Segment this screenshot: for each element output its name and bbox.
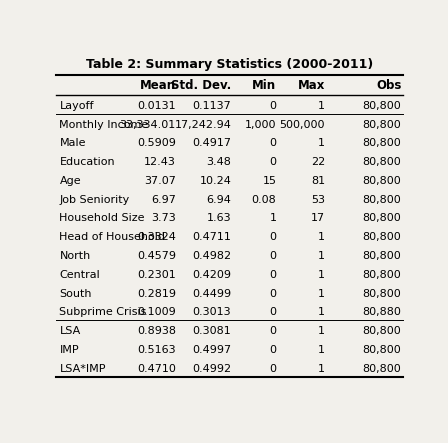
Text: 37.07: 37.07 (144, 176, 176, 186)
Text: 0: 0 (270, 101, 276, 111)
Text: 12.43: 12.43 (144, 157, 176, 167)
Text: 22: 22 (311, 157, 325, 167)
Text: Head of Household: Head of Household (60, 232, 165, 242)
Text: 1: 1 (318, 101, 325, 111)
Text: Layoff: Layoff (60, 101, 94, 111)
Text: 0.4499: 0.4499 (192, 288, 231, 299)
Text: Std. Dev.: Std. Dev. (171, 79, 231, 92)
Text: Subprime Crisis: Subprime Crisis (60, 307, 147, 317)
Text: Central: Central (60, 270, 100, 280)
Text: 1: 1 (318, 326, 325, 336)
Text: 1: 1 (318, 364, 325, 373)
Text: 3.48: 3.48 (207, 157, 231, 167)
Text: 1.63: 1.63 (207, 214, 231, 223)
Text: 0: 0 (270, 345, 276, 355)
Text: 15: 15 (263, 176, 276, 186)
Text: North: North (60, 251, 91, 261)
Text: 1: 1 (318, 138, 325, 148)
Text: 0.08: 0.08 (252, 195, 276, 205)
Text: 1: 1 (318, 288, 325, 299)
Text: 80,800: 80,800 (363, 345, 401, 355)
Text: 0.4710: 0.4710 (137, 364, 176, 373)
Text: 80,800: 80,800 (363, 364, 401, 373)
Text: Job Seniority: Job Seniority (60, 195, 130, 205)
Text: 81: 81 (311, 176, 325, 186)
Text: 0: 0 (270, 307, 276, 317)
Text: Education: Education (60, 157, 115, 167)
Text: 6.97: 6.97 (151, 195, 176, 205)
Text: 80,800: 80,800 (363, 138, 401, 148)
Text: 0: 0 (270, 251, 276, 261)
Text: 0: 0 (270, 138, 276, 148)
Text: 80,800: 80,800 (363, 326, 401, 336)
Text: 80,800: 80,800 (363, 176, 401, 186)
Text: 0: 0 (270, 288, 276, 299)
Text: Table 2: Summary Statistics (2000-2011): Table 2: Summary Statistics (2000-2011) (86, 58, 373, 71)
Text: 80,800: 80,800 (363, 288, 401, 299)
Text: 33,334.01: 33,334.01 (120, 120, 176, 130)
Text: LSA: LSA (60, 326, 81, 336)
Text: 1: 1 (318, 232, 325, 242)
Text: 0.8938: 0.8938 (137, 326, 176, 336)
Text: Male: Male (60, 138, 86, 148)
Text: 80,800: 80,800 (363, 157, 401, 167)
Text: 1: 1 (270, 214, 276, 223)
Text: 1: 1 (318, 345, 325, 355)
Text: 0.2301: 0.2301 (137, 270, 176, 280)
Text: 10.24: 10.24 (199, 176, 231, 186)
Text: 0.0131: 0.0131 (137, 101, 176, 111)
Text: Age: Age (60, 176, 81, 186)
Text: 0: 0 (270, 157, 276, 167)
Text: 0.3013: 0.3013 (193, 307, 231, 317)
Text: Min: Min (252, 79, 276, 92)
Text: South: South (60, 288, 92, 299)
Text: 500,000: 500,000 (280, 120, 325, 130)
Text: 0.4982: 0.4982 (192, 251, 231, 261)
Text: 0.4579: 0.4579 (137, 251, 176, 261)
Text: Obs: Obs (376, 79, 401, 92)
Text: 53: 53 (311, 195, 325, 205)
Text: 0.5163: 0.5163 (137, 345, 176, 355)
Text: 80,800: 80,800 (363, 195, 401, 205)
Text: 80,800: 80,800 (363, 232, 401, 242)
Text: 0: 0 (270, 232, 276, 242)
Text: 80,800: 80,800 (363, 270, 401, 280)
Text: 0.4917: 0.4917 (192, 138, 231, 148)
Text: 0: 0 (270, 364, 276, 373)
Text: 0.1137: 0.1137 (193, 101, 231, 111)
Text: 80,880: 80,880 (362, 307, 401, 317)
Text: 17,242.94: 17,242.94 (174, 120, 231, 130)
Text: 0: 0 (270, 326, 276, 336)
Text: 1: 1 (318, 270, 325, 280)
Text: 0.4992: 0.4992 (192, 364, 231, 373)
Text: 80,800: 80,800 (363, 251, 401, 261)
Text: 80,800: 80,800 (363, 214, 401, 223)
Text: 80,800: 80,800 (363, 101, 401, 111)
Text: 1,000: 1,000 (245, 120, 276, 130)
Text: 6.94: 6.94 (207, 195, 231, 205)
Text: Max: Max (298, 79, 325, 92)
Text: 0.4711: 0.4711 (193, 232, 231, 242)
Text: 0.3324: 0.3324 (137, 232, 176, 242)
Text: LSA*IMP: LSA*IMP (60, 364, 106, 373)
Text: Monthly Income: Monthly Income (60, 120, 149, 130)
Text: IMP: IMP (60, 345, 79, 355)
Text: Household Size: Household Size (60, 214, 145, 223)
Text: 0.5909: 0.5909 (137, 138, 176, 148)
Text: 1: 1 (318, 307, 325, 317)
Text: 0.4997: 0.4997 (192, 345, 231, 355)
Text: Mean: Mean (140, 79, 176, 92)
Text: 0: 0 (270, 270, 276, 280)
Text: 80,800: 80,800 (363, 120, 401, 130)
Text: 17: 17 (311, 214, 325, 223)
Text: 0.4209: 0.4209 (192, 270, 231, 280)
Text: 3.73: 3.73 (151, 214, 176, 223)
Text: 0.3081: 0.3081 (193, 326, 231, 336)
Text: 1: 1 (318, 251, 325, 261)
Text: 0.1009: 0.1009 (137, 307, 176, 317)
Text: 0.2819: 0.2819 (137, 288, 176, 299)
